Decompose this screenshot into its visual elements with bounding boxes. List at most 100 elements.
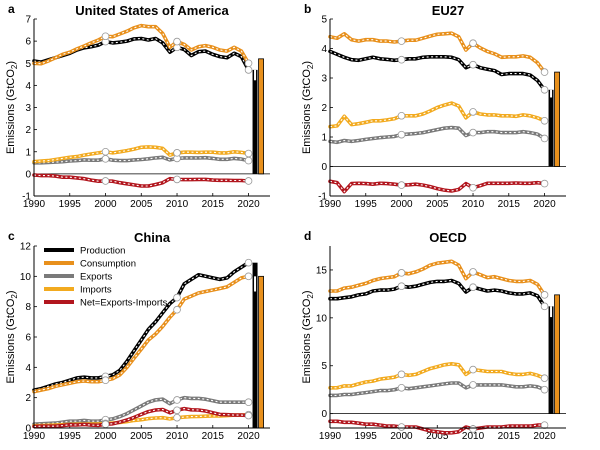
y-tick-label: 4 <box>25 81 31 92</box>
series-net-marker <box>244 177 253 185</box>
series-net-marker <box>173 406 181 415</box>
series-net-marker <box>101 420 110 429</box>
y-axis-label: Emissions (GtCO2) <box>301 61 315 154</box>
series-net-marker <box>469 183 477 192</box>
x-tick-label: 1990 <box>23 431 46 442</box>
x-tick-label: 2000 <box>94 199 117 210</box>
x-tick-label: 1995 <box>59 431 82 442</box>
x-tick-label: 1995 <box>355 199 378 210</box>
series-production-marker <box>397 282 406 291</box>
series-consumption-marker <box>173 37 181 46</box>
series-exports-marker <box>540 134 549 143</box>
panel-label-c: c <box>8 229 15 243</box>
panel-label-b: b <box>304 2 311 16</box>
y-tick-label: 7 <box>25 15 31 26</box>
y-tick-label: 0 <box>321 162 327 173</box>
bar-consumption <box>258 58 264 175</box>
series-exports-dash <box>330 382 545 396</box>
y-axis-label: Emissions (GtCO2) <box>301 290 315 383</box>
y-tick-label: 4 <box>25 363 31 374</box>
series-imports-marker <box>173 413 181 422</box>
series-net-dash <box>33 408 249 428</box>
y-tick-label: 2 <box>25 125 31 136</box>
legend: Production Consumption Exports Imports Net=E… <box>44 246 168 309</box>
series-consumption-marker <box>397 37 406 45</box>
series-imports-marker <box>397 370 406 379</box>
series-net-marker <box>173 175 181 184</box>
series-imports-marker <box>469 365 477 374</box>
legend-label-consumption: Consumption <box>80 259 136 270</box>
series-imports-dash <box>330 363 545 389</box>
series-consumption-marker <box>540 68 549 76</box>
panel-d: d OECD 0 5 10 15 1990 1995 2000 2005 2010 2015 2020 E… <box>301 229 566 442</box>
x-tick-label: 2000 <box>390 199 413 210</box>
y-tick-label: -1 <box>318 192 327 203</box>
panel-title-d: OECD <box>429 230 467 245</box>
series-consumption-marker <box>101 32 110 41</box>
series-production-marker <box>244 258 253 267</box>
series-exports-dash <box>33 397 249 425</box>
series-production-dash <box>330 279 545 307</box>
series-exports-marker <box>101 155 110 163</box>
series-consumption-marker <box>397 269 406 277</box>
series-exports-marker <box>469 128 477 137</box>
bar-inner <box>254 276 257 292</box>
series-production-marker <box>540 86 549 94</box>
x-tick-label: 2020 <box>237 431 260 442</box>
series-imports-marker <box>173 149 181 157</box>
x-tick-label: 1990 <box>23 199 46 210</box>
bar-inner <box>254 69 257 81</box>
x-tick-label: 2010 <box>166 431 189 442</box>
series-production-marker <box>244 66 253 74</box>
bar-inner <box>550 89 553 98</box>
x-tick-label: 2005 <box>426 199 449 210</box>
x-tick-label: 2010 <box>462 431 485 442</box>
panel-b: b EU27 -1 0 1 2 3 4 5 1990 1995 2000 2005 2010 2015 202… <box>301 2 566 210</box>
y-tick-label: 5 <box>321 15 327 26</box>
series-consumption-marker <box>244 272 253 281</box>
x-tick-label: 2020 <box>533 431 556 442</box>
series-production-marker <box>469 60 477 69</box>
y-tick-label: 1 <box>321 133 327 144</box>
series-imports-marker <box>469 108 477 116</box>
series-consumption-dash <box>33 25 249 65</box>
panel-a: a United States of America -1 0 1 2 3 4 5 6 7 1990 1… <box>5 2 270 210</box>
x-tick-label: 2005 <box>426 431 449 442</box>
x-tick-label: 2015 <box>202 431 225 442</box>
bar-consumption <box>554 71 560 167</box>
series-consumption-line <box>328 259 547 297</box>
bar-consumption <box>258 275 264 429</box>
x-tick-label: 2015 <box>202 199 225 210</box>
series-exports-marker <box>173 396 181 404</box>
y-tick-label: 1 <box>25 147 31 158</box>
series-net-dash <box>330 420 545 434</box>
series-production-dash <box>33 262 249 391</box>
series-exports-marker <box>540 385 549 394</box>
series-consumption-dash <box>330 260 545 296</box>
series-net-marker <box>244 411 253 420</box>
y-tick-label: 10 <box>20 272 32 283</box>
series-consumption-marker <box>173 305 181 314</box>
x-tick-label: 2000 <box>390 431 413 442</box>
y-tick-label: 5 <box>25 59 31 70</box>
y-tick-label: 2 <box>25 393 31 404</box>
y-tick-label: 15 <box>316 265 328 276</box>
x-tick-label: 1990 <box>319 199 342 210</box>
x-tick-label: 2000 <box>94 431 117 442</box>
x-tick-label: 2020 <box>533 199 556 210</box>
series-consumption-line <box>32 23 251 66</box>
series-exports-marker <box>244 398 253 407</box>
series-imports-marker <box>540 116 549 125</box>
y-axis-label: Emissions (GtCO2) <box>5 290 19 383</box>
panel-title-b: EU27 <box>432 3 465 18</box>
legend-label-imports: Imports <box>80 285 112 296</box>
series-net-dash <box>33 174 249 187</box>
series-production-line <box>32 260 251 392</box>
x-tick-label: 1990 <box>319 431 342 442</box>
series-exports-dash <box>329 127 545 143</box>
legend-label-net: Net=Exports-Imports <box>80 298 168 309</box>
y-tick-label: 2 <box>321 103 327 114</box>
series-exports-dash <box>34 156 249 164</box>
y-tick-label: 0 <box>25 424 31 435</box>
y-tick-label: 3 <box>321 74 327 85</box>
